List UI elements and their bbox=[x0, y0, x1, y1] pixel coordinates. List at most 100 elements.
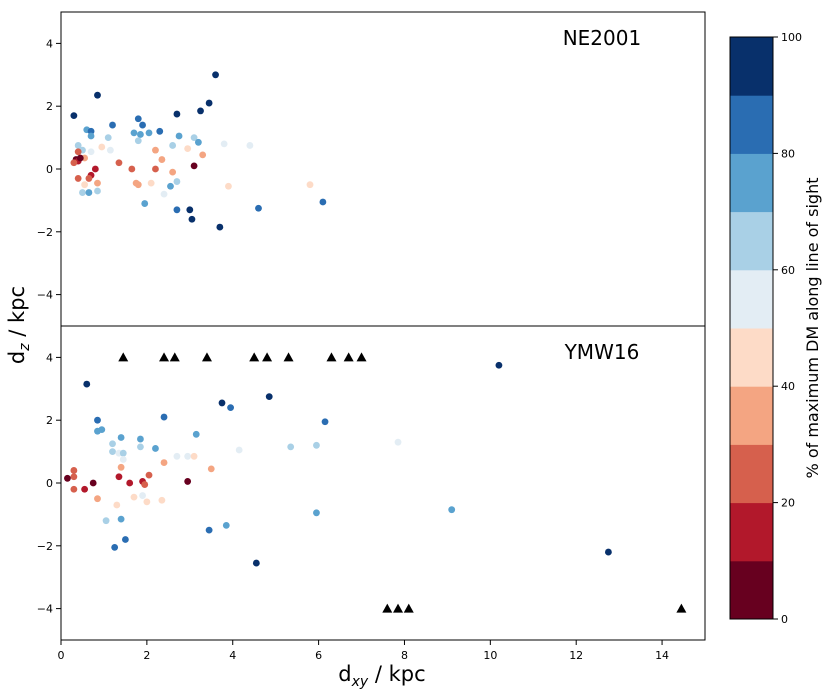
data-point bbox=[246, 142, 254, 149]
data-point bbox=[74, 142, 82, 149]
data-point bbox=[184, 145, 192, 152]
data-point bbox=[70, 473, 78, 481]
data-point bbox=[85, 175, 93, 182]
data-point bbox=[252, 559, 260, 567]
data-point bbox=[119, 456, 127, 463]
colorbar-tick-label: 40 bbox=[781, 380, 795, 393]
data-point bbox=[139, 492, 146, 499]
data-point bbox=[160, 413, 168, 421]
data-point bbox=[74, 175, 82, 182]
data-point bbox=[94, 179, 101, 187]
data-point bbox=[235, 446, 243, 454]
data-point bbox=[79, 189, 86, 196]
data-point bbox=[89, 479, 97, 487]
data-point bbox=[173, 178, 181, 185]
x-tick-label: 0 bbox=[58, 649, 65, 662]
data-point bbox=[188, 215, 196, 223]
data-point bbox=[94, 416, 101, 424]
data-point bbox=[141, 481, 149, 488]
data-point bbox=[83, 380, 91, 388]
triangle-marker bbox=[283, 352, 294, 362]
data-point bbox=[94, 495, 101, 503]
colorbar-segment bbox=[730, 386, 773, 445]
y-tick-label: 0 bbox=[46, 477, 53, 490]
data-point bbox=[91, 165, 99, 173]
data-point bbox=[132, 179, 140, 187]
data-point bbox=[94, 427, 101, 435]
y-tick-label: 0 bbox=[46, 163, 53, 176]
data-point bbox=[184, 452, 192, 460]
colorbar-tick-label: 100 bbox=[781, 31, 802, 44]
colorbar-segment bbox=[730, 444, 773, 504]
data-point bbox=[220, 140, 228, 148]
data-point bbox=[70, 112, 78, 120]
x-tick-label: 12 bbox=[569, 649, 583, 662]
panel-ymw16: −4 −2 0 2 4 YMW16 bbox=[37, 325, 706, 641]
triangle-marker bbox=[249, 352, 260, 362]
triangle-marker bbox=[159, 352, 170, 362]
data-point bbox=[70, 467, 78, 474]
data-point bbox=[70, 485, 78, 493]
data-point bbox=[173, 110, 181, 118]
data-point bbox=[190, 452, 198, 460]
data-point bbox=[306, 181, 314, 189]
data-point bbox=[313, 509, 320, 517]
panel-ne2001: −4 −2 0 2 4 NE2001 bbox=[37, 11, 706, 327]
data-point bbox=[218, 399, 226, 407]
y-axis-label: dz / kpc bbox=[5, 286, 33, 364]
data-point bbox=[255, 204, 262, 212]
y-tick-label: 2 bbox=[46, 414, 53, 427]
data-point bbox=[128, 165, 136, 173]
data-point bbox=[102, 517, 110, 525]
data-point bbox=[94, 187, 101, 195]
data-point bbox=[111, 543, 119, 551]
data-point bbox=[321, 418, 329, 426]
data-point bbox=[605, 548, 612, 556]
triangle-marker bbox=[356, 352, 367, 362]
data-point bbox=[117, 515, 125, 523]
data-point bbox=[85, 189, 93, 196]
colorbar: 0 20 40 60 80 100 bbox=[729, 31, 802, 626]
x-axis-label: dxy / kpc bbox=[338, 662, 425, 690]
data-point bbox=[117, 434, 125, 441]
data-point bbox=[81, 181, 89, 189]
data-point bbox=[169, 168, 177, 176]
data-point bbox=[160, 190, 168, 198]
data-point bbox=[113, 501, 121, 509]
colorbar-segment bbox=[730, 502, 773, 562]
data-point bbox=[152, 146, 159, 154]
colorbar-segment bbox=[730, 153, 773, 213]
data-point bbox=[134, 137, 142, 145]
data-point bbox=[130, 129, 138, 137]
data-point bbox=[109, 121, 116, 129]
y-tick-label: 2 bbox=[46, 100, 53, 113]
data-point bbox=[134, 115, 142, 123]
triangle-marker bbox=[393, 603, 404, 613]
data-point bbox=[106, 146, 114, 154]
y-tick-label: −2 bbox=[37, 226, 53, 239]
data-point bbox=[495, 361, 503, 369]
data-point bbox=[199, 151, 207, 159]
data-point bbox=[313, 441, 320, 449]
plot-frame bbox=[60, 325, 706, 641]
data-point bbox=[87, 132, 95, 140]
data-point bbox=[117, 463, 125, 471]
data-point bbox=[207, 465, 215, 473]
colorbar-segment bbox=[730, 560, 773, 620]
data-point bbox=[194, 138, 202, 146]
data-point bbox=[205, 99, 213, 107]
data-point bbox=[109, 440, 116, 448]
data-point bbox=[152, 445, 159, 452]
y-tick-label: −4 bbox=[37, 603, 53, 616]
y-tick-label: 4 bbox=[46, 351, 53, 364]
colorbar-segment bbox=[730, 95, 773, 154]
x-tick-label: 14 bbox=[655, 649, 669, 662]
data-point bbox=[145, 129, 153, 137]
data-point bbox=[205, 526, 213, 534]
data-point bbox=[173, 206, 181, 214]
triangle-marker bbox=[382, 603, 393, 613]
data-point bbox=[192, 430, 200, 438]
data-point bbox=[143, 498, 151, 506]
colorbar-tick-label: 80 bbox=[781, 147, 795, 160]
